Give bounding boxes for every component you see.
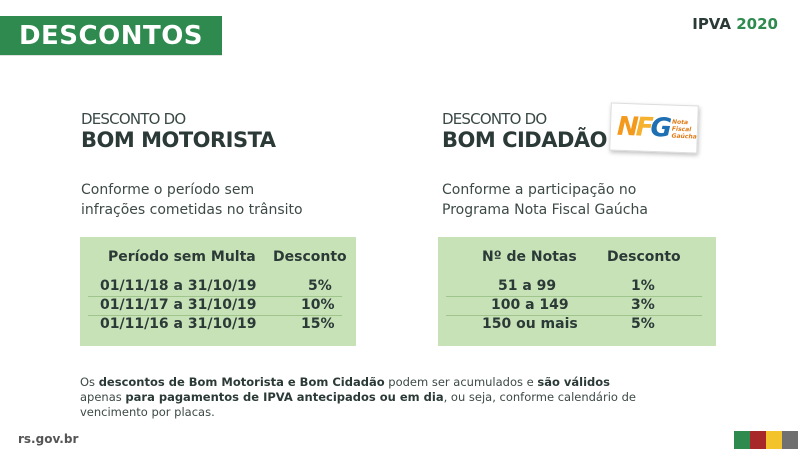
period-cell: 01/11/18 a 31/10/19 — [100, 278, 257, 294]
discount-cell: 15% — [301, 316, 335, 332]
flag-green — [734, 431, 750, 449]
footnote-text: , ou seja, conforme calendário de vencim… — [80, 390, 636, 419]
discount-cell: 5% — [308, 278, 332, 294]
notes-cell: 51 a 99 — [498, 278, 557, 294]
bom-motorista-heading: DESCONTO DO BOM MOTORISTA — [81, 110, 276, 153]
bom-cidadao-description: Conforme a participação no Programa Nota… — [442, 180, 648, 220]
notes-cell: 150 ou mais — [482, 316, 578, 332]
column-header: Nº de Notas — [482, 249, 577, 265]
brand-label: IPVA 2020 — [692, 15, 778, 33]
period-cell: 01/11/17 a 31/10/19 — [100, 297, 257, 313]
bom-motorista-description: Conforme o período sem infrações cometid… — [81, 180, 303, 220]
rs-flag-color-strip — [734, 431, 798, 449]
footnote-text: Os — [80, 375, 99, 389]
table-row: 01/11/16 a 31/10/19 15% — [88, 315, 342, 335]
footnote-bold: para pagamentos de IPVA antecipados ou e… — [125, 390, 444, 404]
flag-red — [750, 431, 766, 449]
footnote-bold: descontos de Bom Motorista e Bom Cidadão — [98, 375, 385, 389]
table-row: 01/11/18 a 31/10/19 5% — [88, 277, 342, 297]
desc-line: Programa Nota Fiscal Gaúcha — [442, 202, 648, 218]
site-url[interactable]: rs.gov.br — [18, 432, 79, 446]
brand-year: 2020 — [736, 15, 778, 33]
nfg-logo-text1: Nota Fiscal — [671, 118, 692, 133]
page-title-banner: DESCONTOS — [0, 16, 222, 56]
column-header: Desconto — [607, 249, 681, 265]
footnote-text: podem ser acumulados e — [384, 375, 538, 389]
footnote-text: apenas — [80, 390, 126, 404]
brand-ipva: IPVA — [692, 15, 732, 33]
bom-cidadao-kicker: DESCONTO DO — [442, 110, 547, 128]
flag-yellow — [766, 431, 782, 449]
nfg-logo-mark-g: G — [650, 112, 670, 144]
period-cell: 01/11/16 a 31/10/19 — [100, 316, 257, 332]
footnote: Os descontos de Bom Motorista e Bom Cida… — [80, 375, 640, 420]
bom-motorista-kicker: DESCONTO DO — [81, 110, 186, 128]
discount-cell: 3% — [631, 297, 655, 313]
bom-motorista-table: Período sem Multa Desconto 01/11/18 a 31… — [80, 237, 356, 346]
bom-cidadao-table: Nº de Notas Desconto 51 a 99 1% 100 a 14… — [438, 237, 716, 346]
discount-cell: 1% — [631, 278, 655, 294]
discount-cell: 5% — [631, 316, 655, 332]
flag-gray — [782, 431, 798, 449]
column-header: Período sem Multa — [108, 249, 256, 265]
desc-line: infrações cometidas no trânsito — [81, 202, 303, 218]
bom-cidadao-title: BOM CIDADÃO — [442, 128, 608, 152]
table-row: 100 a 149 3% — [446, 296, 702, 316]
desc-line: Conforme o período sem — [81, 182, 255, 198]
discount-cell: 10% — [301, 297, 335, 313]
footnote-bold: são válidos — [537, 375, 611, 389]
desc-line: Conforme a participação no — [442, 182, 637, 198]
notes-cell: 100 a 149 — [491, 297, 569, 313]
nfg-logo-text: Nota Fiscal Gaúcha — [671, 118, 697, 140]
page-title: DESCONTOS — [18, 20, 204, 51]
bom-cidadao-heading: DESCONTO DO BOM CIDADÃO — [442, 110, 608, 153]
nfg-logo-text2: Gaúcha — [671, 132, 697, 140]
nfg-logo-mark-n: N — [616, 111, 637, 143]
table-row: 150 ou mais 5% — [446, 315, 702, 335]
table-row: 51 a 99 1% — [446, 277, 702, 297]
table-row: 01/11/17 a 31/10/19 10% — [88, 296, 342, 316]
bom-motorista-title: BOM MOTORISTA — [81, 128, 276, 152]
column-header: Desconto — [273, 249, 347, 265]
